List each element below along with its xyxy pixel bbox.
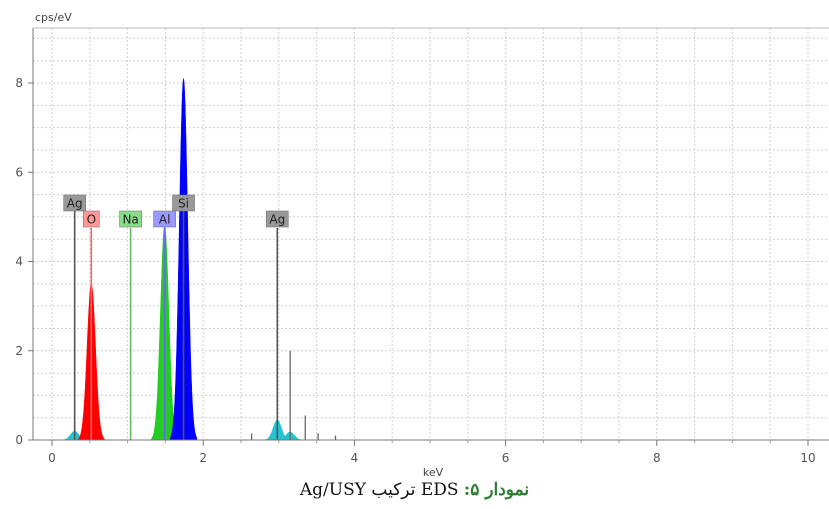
marker-box-ag <box>265 210 289 228</box>
marker-label-al: Al <box>159 213 171 227</box>
y-axis-unit: cps/eV <box>35 11 72 24</box>
y-tick-label: 2 <box>15 344 23 358</box>
x-tick-label: 2 <box>199 451 207 465</box>
marker-label-si: Si <box>178 197 189 211</box>
element-marker-lines <box>73 210 279 440</box>
grid <box>33 28 829 440</box>
y-tick-label: 4 <box>15 255 23 269</box>
figure-caption: نمودار ۵: EDS ترکیب Ag/USY <box>0 480 829 500</box>
marker-box-o <box>83 210 100 228</box>
x-axis-unit: keV <box>423 466 444 479</box>
y-tick-label: 0 <box>15 433 23 447</box>
caption-lead: نمودار ۵: <box>463 480 530 500</box>
marker-label-o: O <box>87 213 96 227</box>
y-tick-label: 8 <box>15 76 23 90</box>
marker-label-ag: Ag <box>269 213 285 227</box>
spectrum-peaks <box>61 78 304 441</box>
marker-box-al <box>153 210 176 228</box>
eds-spectrum-chart: Ag O Na Al Si Ag 0 2 4 6 8 10 0 2 4 6 8 cps/eV keV <box>15 11 829 479</box>
x-tick-label: 0 <box>48 451 56 465</box>
axes <box>32 27 829 441</box>
ticks: 0 2 4 6 8 10 0 2 4 6 8 <box>15 76 815 465</box>
y-tick-label: 6 <box>15 165 23 179</box>
marker-box-na <box>119 210 142 228</box>
caption-text: EDS ترکیب Ag/USY <box>299 480 459 500</box>
marker-box-si <box>172 194 195 212</box>
x-tick-label: 4 <box>351 451 359 465</box>
minor-lines <box>250 350 337 440</box>
x-tick-label: 10 <box>800 451 815 465</box>
marker-label-na: Na <box>122 213 138 227</box>
marker-box-ag <box>63 194 86 212</box>
x-tick-label: 6 <box>502 451 510 465</box>
x-tick-label: 8 <box>653 451 661 465</box>
element-markers: Ag O Na Al Si Ag <box>63 194 289 228</box>
marker-label-ag: Ag <box>67 197 83 211</box>
